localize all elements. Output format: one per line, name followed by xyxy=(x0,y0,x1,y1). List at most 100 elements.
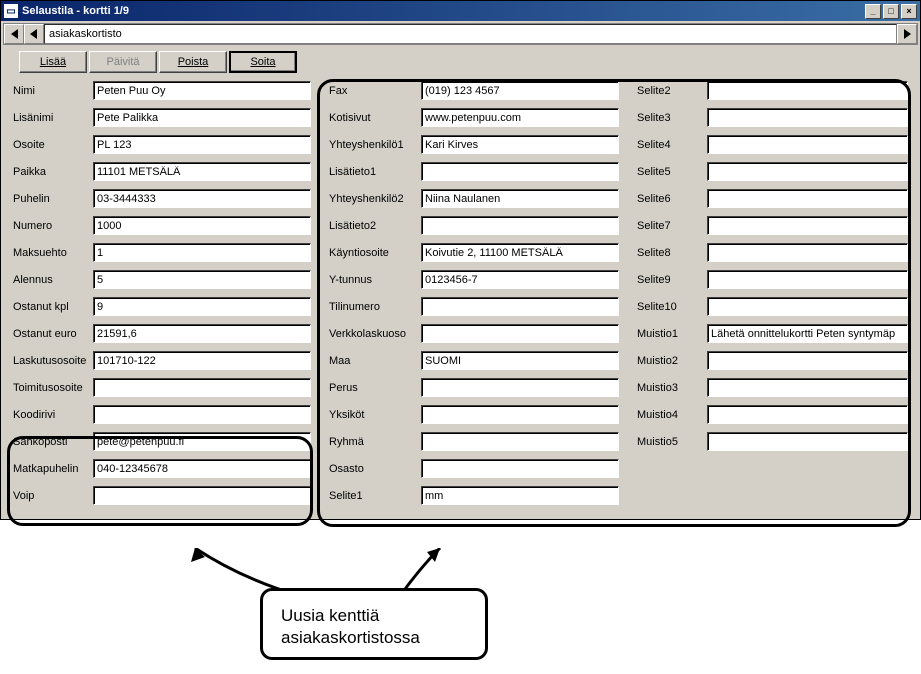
label-selite1: Selite1 xyxy=(329,490,421,502)
input-koodirivi[interactable] xyxy=(93,405,311,424)
input-numero[interactable] xyxy=(93,216,311,235)
column-3: Selite2 Selite3 Selite4 Selite5 Selite6 … xyxy=(619,77,908,509)
label-sahkoposti: Sähköposti xyxy=(13,436,93,448)
navbar: asiakaskortisto xyxy=(3,23,918,45)
input-selite2[interactable] xyxy=(707,81,908,100)
label-lisanimi: Lisänimi xyxy=(13,112,93,124)
minimize-button[interactable]: _ xyxy=(865,4,881,19)
annotation-area: Uusia kenttiä asiakaskortistossa xyxy=(0,548,921,674)
label-yksikot: Yksiköt xyxy=(329,409,421,421)
nav-path[interactable]: asiakaskortisto xyxy=(44,24,897,44)
titlebar: ▭ Selaustila - kortti 1/9 _ □ × xyxy=(1,1,920,21)
input-ostanut-kpl[interactable] xyxy=(93,297,311,316)
label-selite4: Selite4 xyxy=(637,139,707,151)
label-selite8: Selite8 xyxy=(637,247,707,259)
label-muistio3: Muistio3 xyxy=(637,382,707,394)
input-muistio2[interactable] xyxy=(707,351,908,370)
input-ostanut-euro[interactable] xyxy=(93,324,311,343)
label-selite3: Selite3 xyxy=(637,112,707,124)
label-yhteyshenkilo2: Yhteyshenkilö2 xyxy=(329,193,421,205)
input-muistio5[interactable] xyxy=(707,432,908,451)
input-ytunnus[interactable] xyxy=(421,270,619,289)
input-yhteyshenkilo1[interactable] xyxy=(421,135,619,154)
input-kayntiosoite[interactable] xyxy=(421,243,619,262)
app-window: ▭ Selaustila - kortti 1/9 _ □ × asiakask… xyxy=(0,0,921,520)
input-voip[interactable] xyxy=(93,486,311,505)
input-yhteyshenkilo2[interactable] xyxy=(421,189,619,208)
input-alennus[interactable] xyxy=(93,270,311,289)
input-tilinumero[interactable] xyxy=(421,297,619,316)
input-selite5[interactable] xyxy=(707,162,908,181)
annotation-callout: Uusia kenttiä asiakaskortistossa xyxy=(260,588,488,660)
input-lisatieto1[interactable] xyxy=(421,162,619,181)
close-button[interactable]: × xyxy=(901,4,917,19)
label-muistio2: Muistio2 xyxy=(637,355,707,367)
column-2: Fax Kotisivut Yhteyshenkilö1 Lisätieto1 … xyxy=(311,77,619,509)
form-content: Nimi Lisänimi Osoite Paikka Puhelin Nume… xyxy=(1,77,920,519)
input-selite9[interactable] xyxy=(707,270,908,289)
label-numero: Numero xyxy=(13,220,93,232)
input-kotisivut[interactable] xyxy=(421,108,619,127)
label-selite7: Selite7 xyxy=(637,220,707,232)
label-ostanut-kpl: Ostanut kpl xyxy=(13,301,93,313)
label-laskutusosoite: Laskutusosoite xyxy=(13,355,93,367)
label-yhteyshenkilo1: Yhteyshenkilö1 xyxy=(329,139,421,151)
label-muistio1: Muistio1 xyxy=(637,328,707,340)
input-toimitusosoite[interactable] xyxy=(93,378,311,397)
column-1: Nimi Lisänimi Osoite Paikka Puhelin Nume… xyxy=(13,77,311,509)
input-selite7[interactable] xyxy=(707,216,908,235)
input-ryhma[interactable] xyxy=(421,432,619,451)
label-puhelin: Puhelin xyxy=(13,193,93,205)
input-matkapuhelin[interactable] xyxy=(93,459,311,478)
nav-next-button[interactable] xyxy=(897,24,917,44)
input-paikka[interactable] xyxy=(93,162,311,181)
input-muistio4[interactable] xyxy=(707,405,908,424)
input-selite8[interactable] xyxy=(707,243,908,262)
first-icon xyxy=(8,29,20,39)
input-maa[interactable] xyxy=(421,351,619,370)
prev-icon xyxy=(29,29,39,39)
label-fax: Fax xyxy=(329,85,421,97)
input-selite4[interactable] xyxy=(707,135,908,154)
add-button[interactable]: Lisää xyxy=(19,51,87,73)
label-selite5: Selite5 xyxy=(637,166,707,178)
input-verkkolaskuoso[interactable] xyxy=(421,324,619,343)
nav-first-button[interactable] xyxy=(4,24,24,44)
label-ostanut-euro: Ostanut euro xyxy=(13,328,93,340)
label-verkkolaskuoso: Verkkolaskuoso xyxy=(329,328,421,340)
label-osoite: Osoite xyxy=(13,139,93,151)
input-nimi[interactable] xyxy=(93,81,311,100)
label-selite2: Selite2 xyxy=(637,85,707,97)
input-muistio1[interactable] xyxy=(707,324,908,343)
input-maksuehto[interactable] xyxy=(93,243,311,262)
input-selite1[interactable] xyxy=(421,486,619,505)
label-matkapuhelin: Matkapuhelin xyxy=(13,463,93,475)
label-tilinumero: Tilinumero xyxy=(329,301,421,313)
input-fax[interactable] xyxy=(421,81,619,100)
input-sahkoposti[interactable] xyxy=(93,432,311,451)
label-ytunnus: Y-tunnus xyxy=(329,274,421,286)
input-laskutusosoite[interactable] xyxy=(93,351,311,370)
refresh-button[interactable]: Päivitä xyxy=(89,51,157,73)
input-perus[interactable] xyxy=(421,378,619,397)
input-yksikot[interactable] xyxy=(421,405,619,424)
label-selite10: Selite10 xyxy=(637,301,707,313)
call-button[interactable]: Soita xyxy=(229,51,297,73)
input-muistio3[interactable] xyxy=(707,378,908,397)
label-nimi: Nimi xyxy=(13,85,93,97)
label-maksuehto: Maksuehto xyxy=(13,247,93,259)
maximize-button[interactable]: □ xyxy=(883,4,899,19)
input-lisanimi[interactable] xyxy=(93,108,311,127)
nav-prev-button[interactable] xyxy=(24,24,44,44)
input-puhelin[interactable] xyxy=(93,189,311,208)
input-selite6[interactable] xyxy=(707,189,908,208)
input-selite10[interactable] xyxy=(707,297,908,316)
input-osasto[interactable] xyxy=(421,459,619,478)
input-selite3[interactable] xyxy=(707,108,908,127)
label-selite9: Selite9 xyxy=(637,274,707,286)
input-osoite[interactable] xyxy=(93,135,311,154)
label-lisatieto1: Lisätieto1 xyxy=(329,166,421,178)
input-lisatieto2[interactable] xyxy=(421,216,619,235)
label-perus: Perus xyxy=(329,382,421,394)
delete-button[interactable]: Poista xyxy=(159,51,227,73)
